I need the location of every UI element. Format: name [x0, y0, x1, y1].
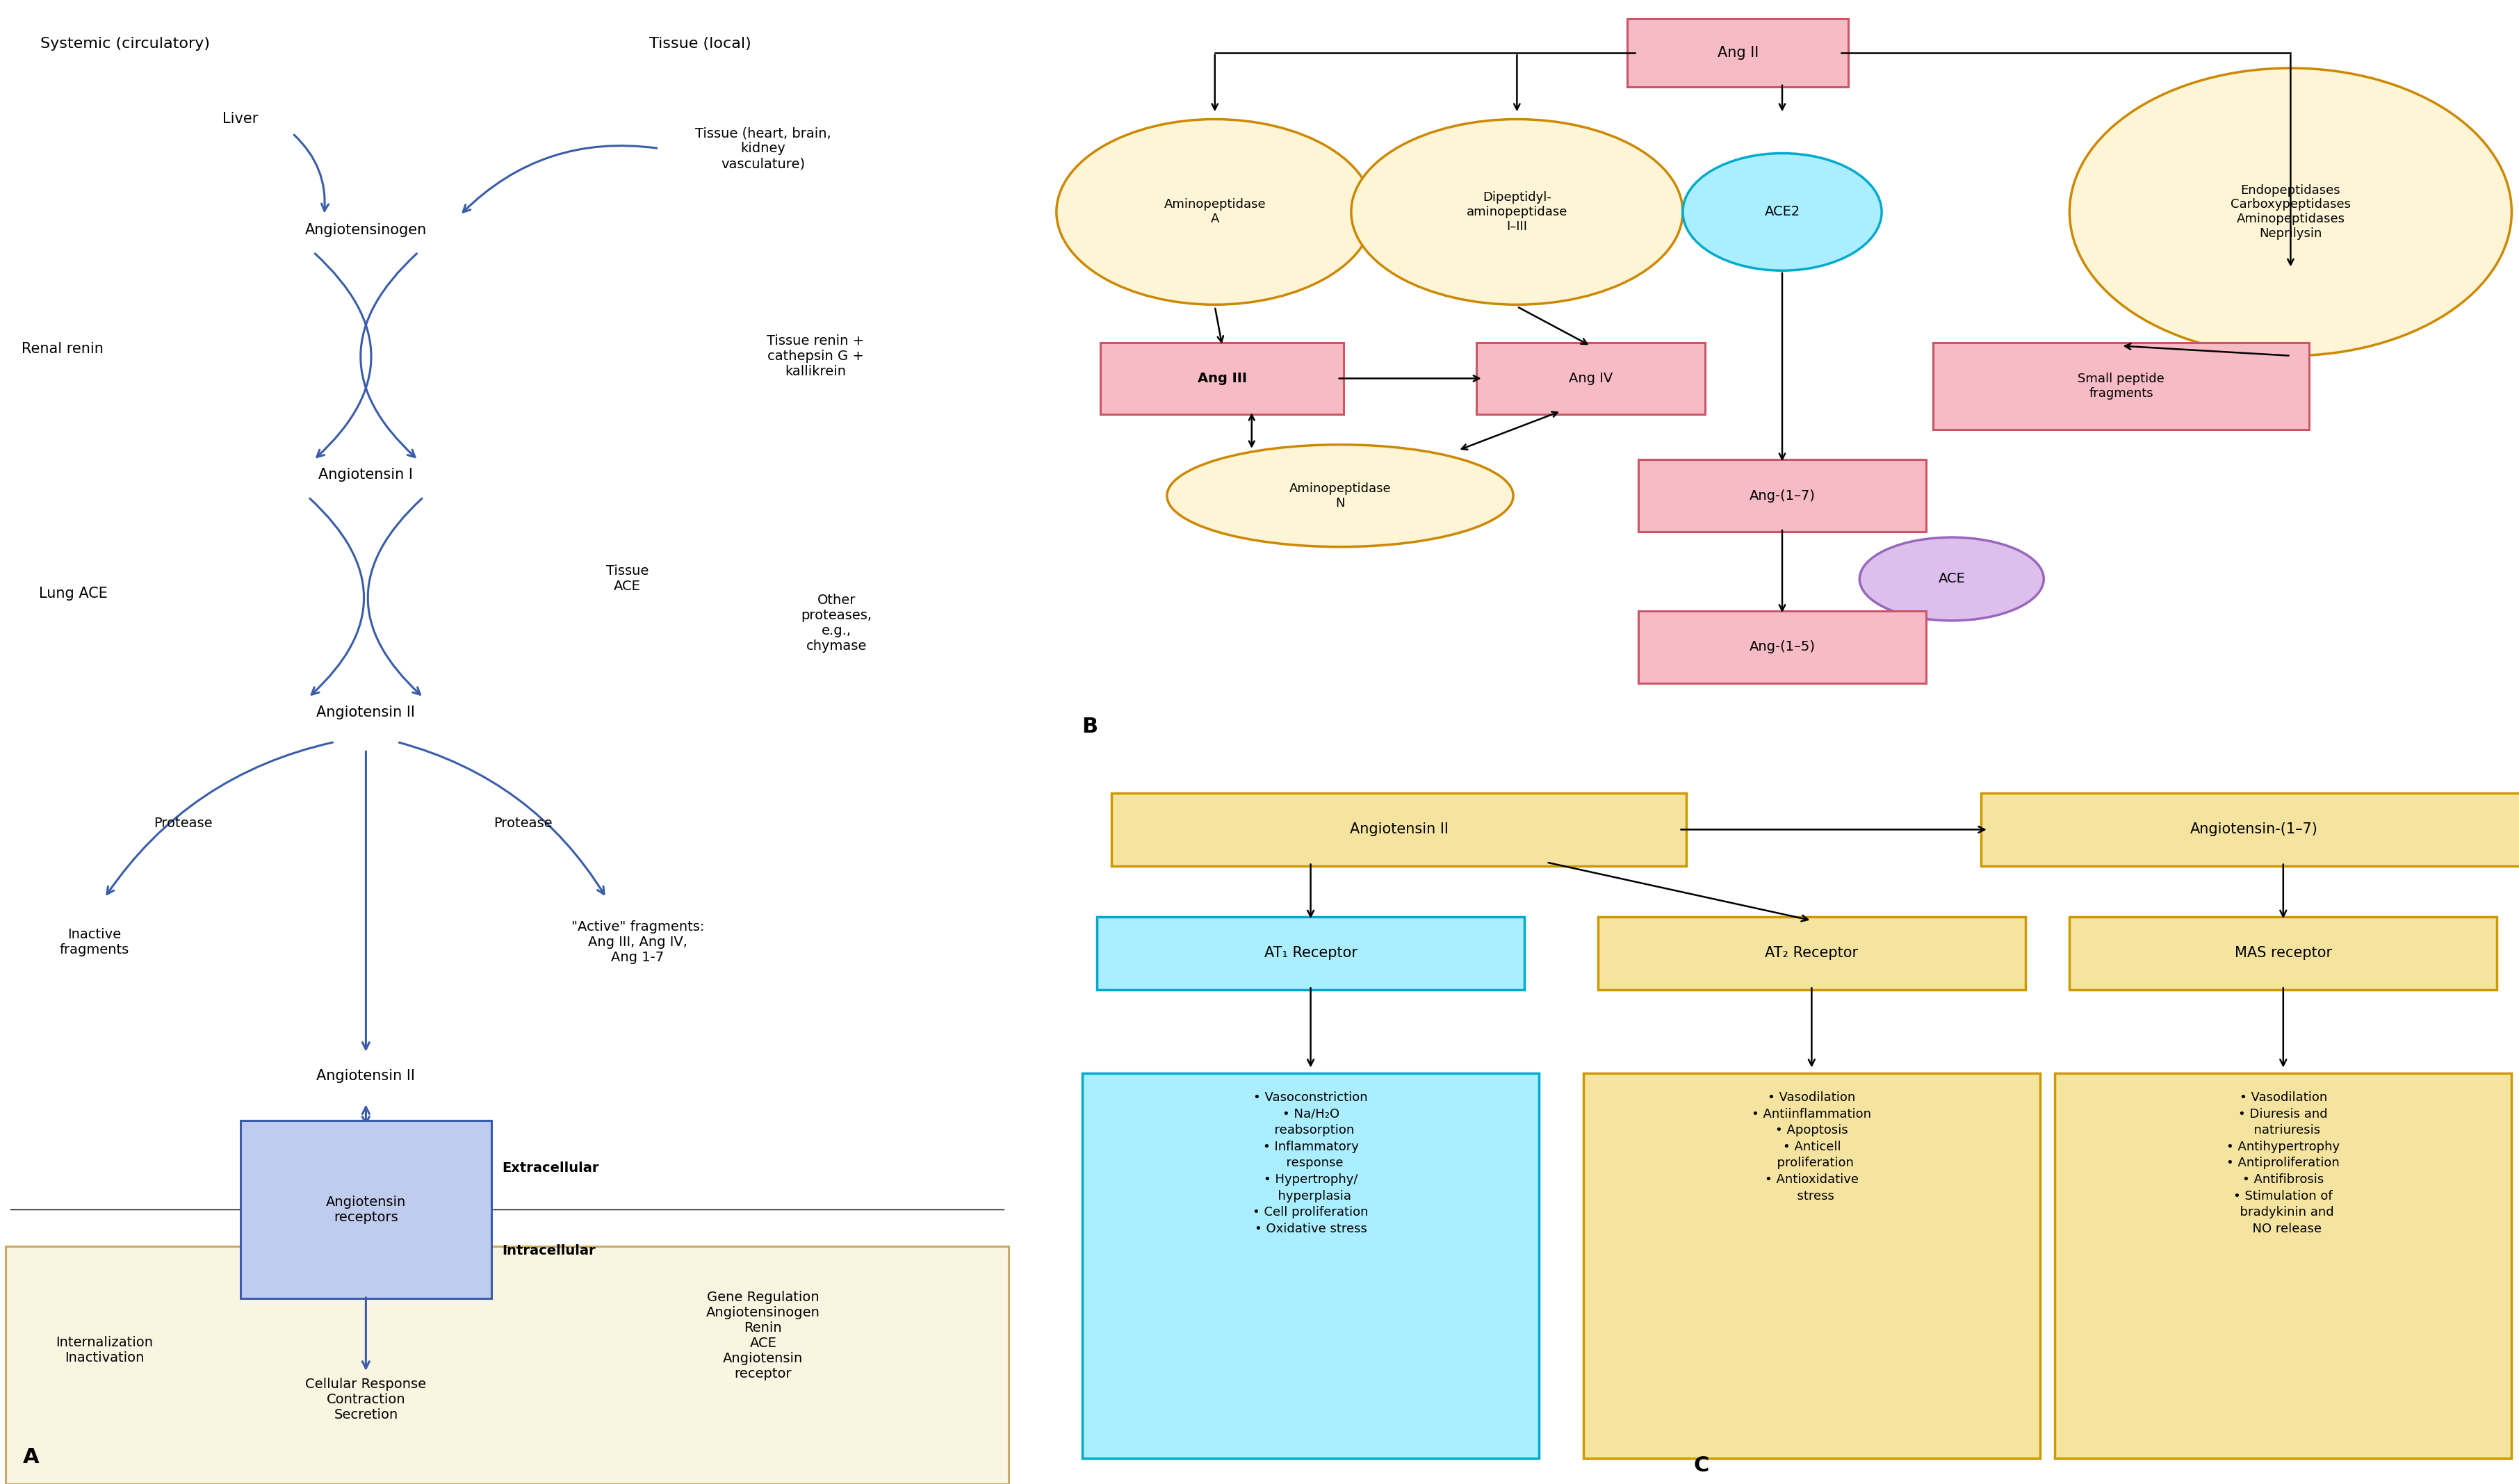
- Text: Liver: Liver: [222, 111, 259, 126]
- FancyBboxPatch shape: [2071, 917, 2496, 990]
- FancyBboxPatch shape: [1101, 343, 1343, 414]
- FancyBboxPatch shape: [1637, 611, 1927, 683]
- Text: A: A: [23, 1447, 40, 1468]
- Text: AT₂ Receptor: AT₂ Receptor: [1766, 947, 1859, 960]
- Text: Intracellular: Intracellular: [501, 1245, 594, 1257]
- FancyBboxPatch shape: [1637, 460, 1927, 531]
- Text: Ang-(1–7): Ang-(1–7): [1748, 490, 1816, 502]
- Text: Ang IV: Ang IV: [1569, 372, 1612, 384]
- Text: Internalization
Inactivation: Internalization Inactivation: [55, 1336, 154, 1365]
- Text: Systemic (circulatory): Systemic (circulatory): [40, 37, 209, 50]
- Text: Angiotensin II: Angiotensin II: [317, 705, 416, 720]
- Text: Aminopeptidase
N: Aminopeptidase N: [1290, 482, 1390, 509]
- Ellipse shape: [1350, 119, 1683, 304]
- Text: Small peptide
fragments: Small peptide fragments: [2078, 372, 2164, 399]
- Ellipse shape: [1055, 119, 1373, 304]
- Text: Tissue (local): Tissue (local): [650, 37, 751, 50]
- Text: Extracellular: Extracellular: [501, 1162, 600, 1174]
- Text: Angiotensin I: Angiotensin I: [320, 467, 413, 482]
- Text: Angiotensin II: Angiotensin II: [317, 1068, 416, 1083]
- Text: Ang II: Ang II: [1718, 46, 1758, 59]
- Text: Tissue (heart, brain,
kidney
vasculature): Tissue (heart, brain, kidney vasculature…: [695, 126, 831, 171]
- Text: Angiotensin
receptors: Angiotensin receptors: [325, 1195, 406, 1224]
- Text: Tissue renin +
cathepsin G +
kallikrein: Tissue renin + cathepsin G + kallikrein: [766, 334, 864, 378]
- Text: ACE: ACE: [1937, 573, 1965, 586]
- FancyBboxPatch shape: [1932, 343, 2310, 429]
- Text: MAS receptor: MAS receptor: [2234, 947, 2333, 960]
- Text: Protease: Protease: [154, 818, 212, 830]
- FancyBboxPatch shape: [1083, 1073, 1539, 1459]
- FancyBboxPatch shape: [1597, 917, 2025, 990]
- Text: Inactive
fragments: Inactive fragments: [60, 928, 128, 957]
- Text: Protease: Protease: [494, 818, 552, 830]
- Text: Tissue
ACE: Tissue ACE: [607, 564, 647, 594]
- Text: Ang-(1–5): Ang-(1–5): [1748, 641, 1816, 653]
- Text: AT₁ Receptor: AT₁ Receptor: [1265, 947, 1358, 960]
- Text: Endopeptidases
Carboxypeptidases
Aminopeptidases
Neprilysin: Endopeptidases Carboxypeptidases Aminope…: [2229, 184, 2350, 240]
- Text: Angiotensinogen: Angiotensinogen: [305, 223, 426, 237]
- FancyBboxPatch shape: [1627, 19, 1849, 88]
- Text: ACE2: ACE2: [1763, 205, 1801, 218]
- Text: B: B: [1081, 717, 1098, 736]
- Text: Gene Regulation
Angiotensinogen
Renin
ACE
Angiotensin
receptor: Gene Regulation Angiotensinogen Renin AC…: [705, 1291, 821, 1380]
- Text: • Vasodilation
• Antiinflammation
• Apoptosis
• Anticell
  proliferation
• Antio: • Vasodilation • Antiinflammation • Apop…: [1751, 1091, 1872, 1202]
- Text: Lung ACE: Lung ACE: [38, 586, 108, 601]
- Text: Angiotensin II: Angiotensin II: [1350, 822, 1448, 837]
- Ellipse shape: [1859, 537, 2043, 620]
- Text: Ang III: Ang III: [1197, 372, 1247, 384]
- FancyBboxPatch shape: [1111, 792, 1685, 865]
- Ellipse shape: [1166, 445, 1514, 546]
- Text: Angiotensin-(1–7): Angiotensin-(1–7): [2189, 822, 2317, 837]
- Text: • Vasodilation
• Diuresis and
  natriuresis
• Antihypertrophy
• Antiproliferatio: • Vasodilation • Diuresis and natriuresi…: [2227, 1091, 2340, 1235]
- FancyBboxPatch shape: [1096, 917, 1524, 990]
- Text: C: C: [1693, 1456, 1708, 1477]
- FancyBboxPatch shape: [239, 1120, 491, 1298]
- Text: "Active" fragments:
Ang III, Ang IV,
Ang 1-7: "Active" fragments: Ang III, Ang IV, Ang…: [572, 920, 705, 965]
- Text: Dipeptidyl-
aminopeptidase
I–III: Dipeptidyl- aminopeptidase I–III: [1466, 191, 1567, 233]
- Ellipse shape: [1683, 153, 1882, 270]
- FancyBboxPatch shape: [1476, 343, 1705, 414]
- Text: Renal renin: Renal renin: [23, 341, 103, 356]
- Text: Cellular Response
Contraction
Secretion: Cellular Response Contraction Secretion: [305, 1377, 426, 1422]
- FancyBboxPatch shape: [5, 1247, 1008, 1484]
- Text: • Vasoconstriction
• Na/H₂O
  reabsorption
• Inflammatory
  response
• Hypertrop: • Vasoconstriction • Na/H₂O reabsorption…: [1252, 1091, 1368, 1235]
- Ellipse shape: [2071, 68, 2511, 356]
- FancyBboxPatch shape: [1584, 1073, 2040, 1459]
- Text: Aminopeptidase
A: Aminopeptidase A: [1164, 199, 1267, 226]
- Text: Other
proteases,
e.g.,
chymase: Other proteases, e.g., chymase: [801, 594, 872, 653]
- FancyBboxPatch shape: [2056, 1073, 2511, 1459]
- FancyBboxPatch shape: [1980, 792, 2519, 865]
